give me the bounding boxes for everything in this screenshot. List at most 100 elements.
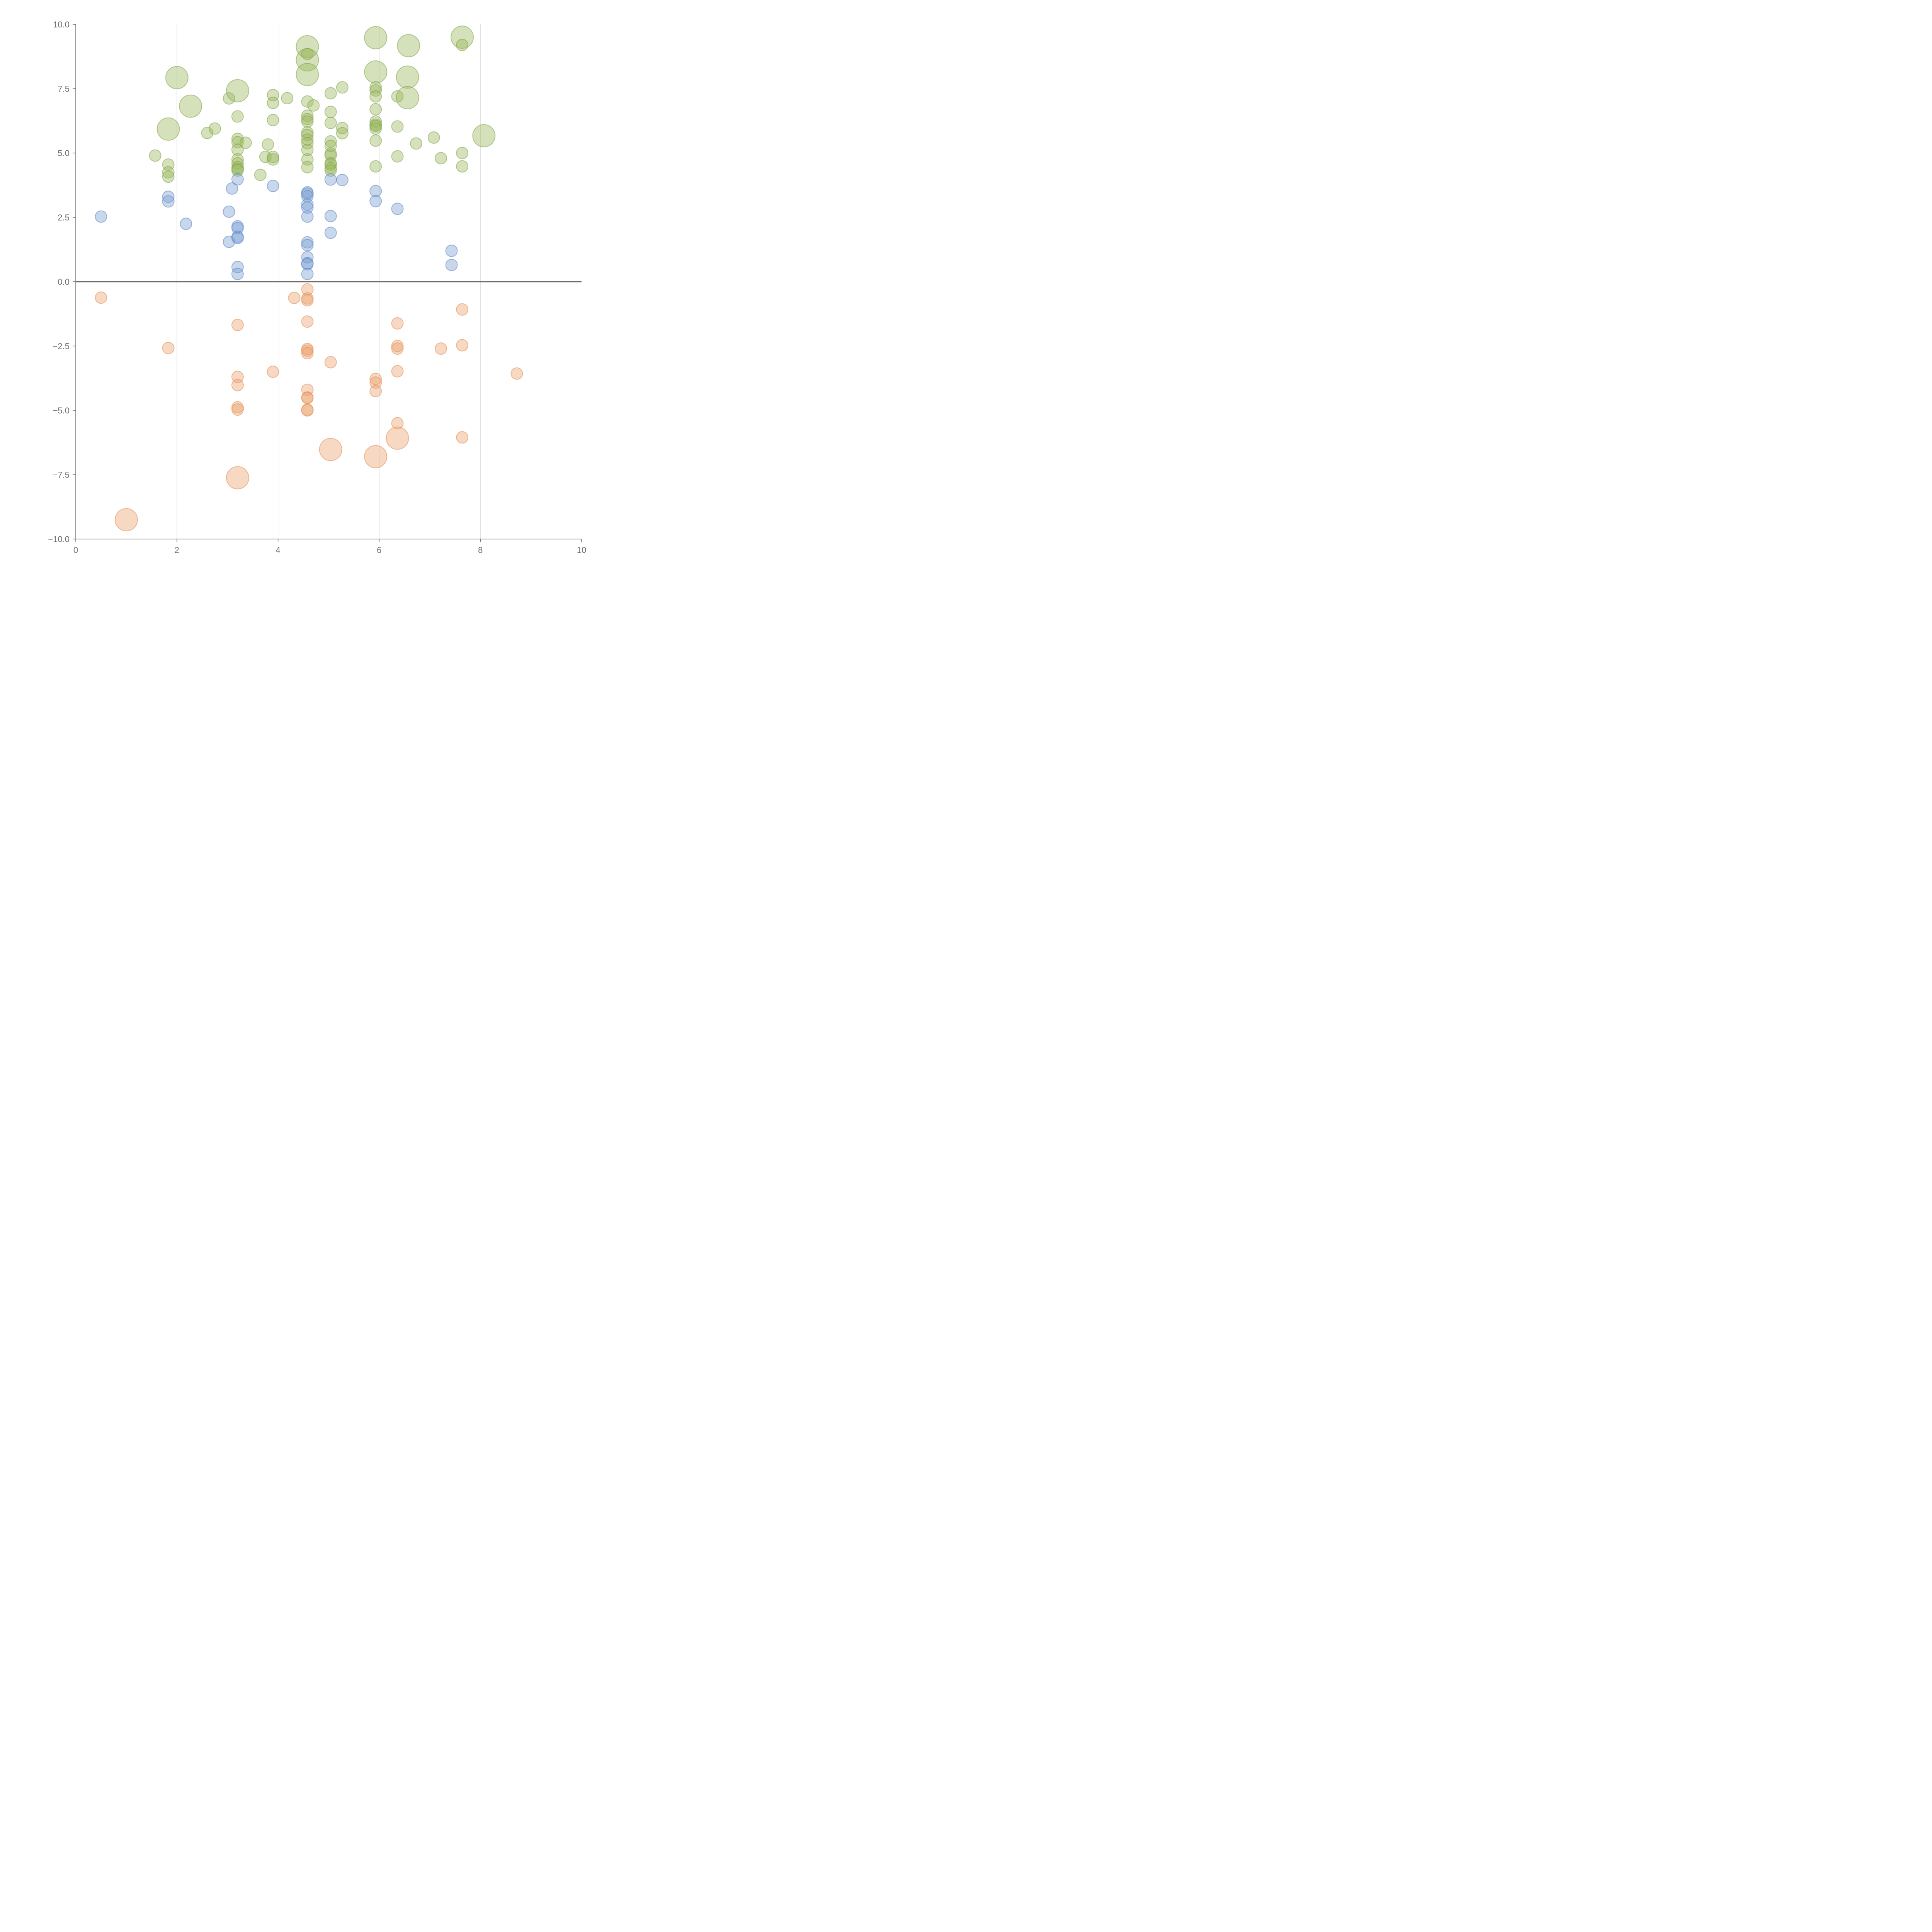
data-point	[231, 164, 244, 177]
data-point	[301, 161, 314, 173]
data-point	[396, 65, 419, 89]
data-point	[324, 164, 337, 177]
data-point	[336, 173, 349, 186]
data-point	[301, 344, 314, 357]
data-point	[281, 92, 294, 105]
data-point	[364, 445, 388, 468]
data-point	[324, 87, 337, 100]
data-point	[301, 137, 314, 150]
data-point	[435, 152, 447, 165]
data-point	[369, 195, 382, 207]
data-point	[369, 185, 382, 197]
data-point	[336, 127, 349, 139]
x-tick-label: 0	[73, 545, 78, 555]
data-point	[301, 258, 314, 270]
data-point	[324, 210, 337, 223]
data-point	[267, 366, 279, 378]
data-point	[267, 97, 279, 109]
y-tick-label: −10.0	[48, 534, 70, 544]
data-point	[231, 133, 244, 145]
data-point	[301, 115, 314, 128]
data-point	[301, 294, 314, 306]
data-point	[369, 134, 382, 147]
data-point	[231, 318, 244, 331]
data-point	[288, 291, 301, 304]
data-point	[301, 126, 314, 139]
data-point	[201, 127, 214, 139]
data-point	[114, 508, 138, 532]
y-tick-label: −5.0	[53, 406, 70, 415]
data-point	[369, 81, 382, 94]
axis-layer	[75, 24, 582, 539]
data-point	[267, 153, 279, 166]
data-point	[391, 150, 404, 163]
data-point	[391, 340, 404, 352]
x-tick-label: 6	[377, 545, 381, 555]
data-point	[301, 201, 314, 214]
data-point	[369, 120, 382, 133]
data-point	[336, 81, 349, 94]
data-point	[369, 103, 382, 116]
scatter-chart: 0 2 4 6 8 10 −10.0 −7.5 −5.0 −2.5 0.0 2.5 5.0 7.5 10.0	[48, 20, 586, 555]
data-point	[369, 90, 382, 103]
x-tick-label: 8	[478, 545, 483, 555]
data-point	[410, 137, 422, 150]
data-point	[301, 239, 314, 252]
data-point	[149, 149, 162, 162]
data-point	[456, 431, 469, 444]
data-point	[307, 99, 320, 112]
data-point	[301, 236, 314, 249]
data-point	[391, 342, 404, 355]
data-point	[254, 168, 267, 181]
data-point	[301, 268, 314, 281]
data-point	[267, 180, 279, 192]
data-point	[472, 124, 496, 148]
data-point	[445, 245, 458, 257]
data-point	[165, 66, 189, 89]
data-point	[301, 392, 314, 405]
data-point	[226, 466, 249, 490]
x-tick-label: 4	[276, 545, 280, 555]
data-point	[226, 79, 249, 102]
data-point	[262, 138, 274, 151]
data-point	[95, 291, 107, 304]
data-point	[391, 317, 404, 330]
data-point	[427, 131, 440, 144]
tick-layer: 0 2 4 6 8 10 −10.0 −7.5 −5.0 −2.5 0.0 2.5 5.0 7.5 10.0	[48, 20, 586, 555]
data-point	[301, 133, 314, 146]
data-point	[510, 367, 523, 380]
data-point	[456, 39, 469, 51]
data-point	[301, 315, 314, 328]
data-point	[445, 259, 458, 271]
data-point	[319, 438, 342, 461]
data-point	[456, 303, 469, 316]
data-point	[391, 120, 404, 133]
data-point	[226, 182, 238, 195]
data-point	[369, 122, 382, 135]
data-point	[369, 115, 382, 128]
data-point	[180, 218, 192, 230]
y-tick-label: −2.5	[53, 342, 70, 351]
y-tick-label: 2.5	[58, 213, 70, 223]
data-point	[208, 122, 221, 135]
data-point	[369, 385, 382, 398]
data-point	[324, 117, 337, 129]
bubble-layer	[95, 26, 523, 532]
data-point	[324, 356, 337, 369]
data-point	[324, 135, 337, 148]
data-point	[156, 117, 180, 141]
data-point	[231, 231, 244, 244]
data-point	[231, 268, 244, 281]
data-point	[301, 198, 314, 211]
data-point	[301, 113, 314, 126]
data-point	[296, 63, 319, 86]
data-point	[162, 166, 175, 179]
data-point	[231, 143, 244, 156]
data-point	[435, 342, 447, 355]
data-point	[456, 339, 469, 352]
y-tick-label: 0.0	[58, 277, 70, 287]
data-point	[301, 210, 314, 223]
data-point	[162, 195, 175, 208]
x-tick-label: 2	[175, 545, 179, 555]
data-point	[324, 173, 337, 186]
